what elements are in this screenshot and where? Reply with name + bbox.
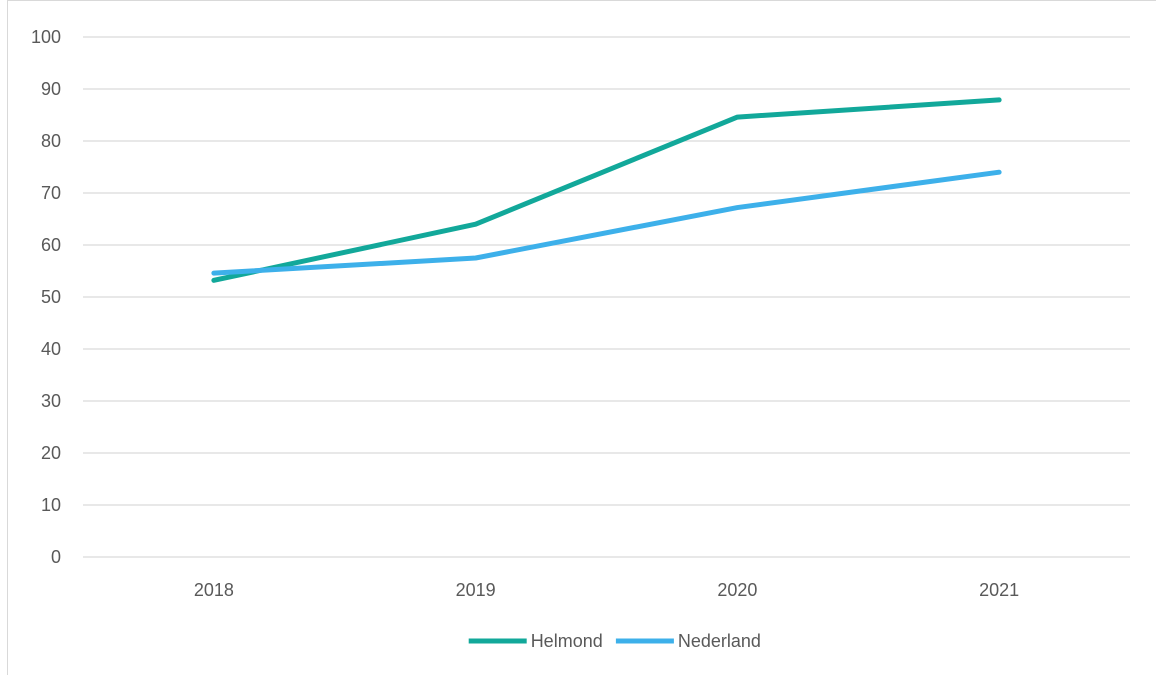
y-tick-label: 50: [41, 287, 61, 307]
y-tick-label: 40: [41, 339, 61, 359]
x-tick-label: 2018: [194, 580, 234, 600]
series-line-nederland: [211, 169, 1002, 276]
y-tick-label: 100: [31, 27, 61, 47]
gridlines: [83, 36, 1130, 558]
legend-label-helmond: Helmond: [531, 631, 603, 651]
y-tick-label: 60: [41, 235, 61, 255]
y-tick-label: 70: [41, 183, 61, 203]
y-tick-label: 10: [41, 495, 61, 515]
series-lines: [211, 97, 1002, 283]
legend: Helmond Nederland: [468, 631, 761, 651]
x-axis-tick-labels: 2018 2019 2020 2021: [194, 580, 1019, 600]
x-tick-label: 2021: [979, 580, 1019, 600]
y-tick-label: 30: [41, 391, 61, 411]
x-tick-label: 2019: [456, 580, 496, 600]
y-tick-label: 20: [41, 443, 61, 463]
y-tick-label: 0: [51, 547, 61, 567]
x-tick-label: 2020: [717, 580, 757, 600]
series-line-helmond: [211, 97, 1002, 283]
y-axis-tick-labels: 0 10 20 30 40 50 60 70 80 90 100: [31, 27, 61, 567]
y-tick-label: 90: [41, 79, 61, 99]
legend-label-nederland: Nederland: [678, 631, 761, 651]
chart-frame: [7, 0, 1156, 675]
y-tick-label: 80: [41, 131, 61, 151]
